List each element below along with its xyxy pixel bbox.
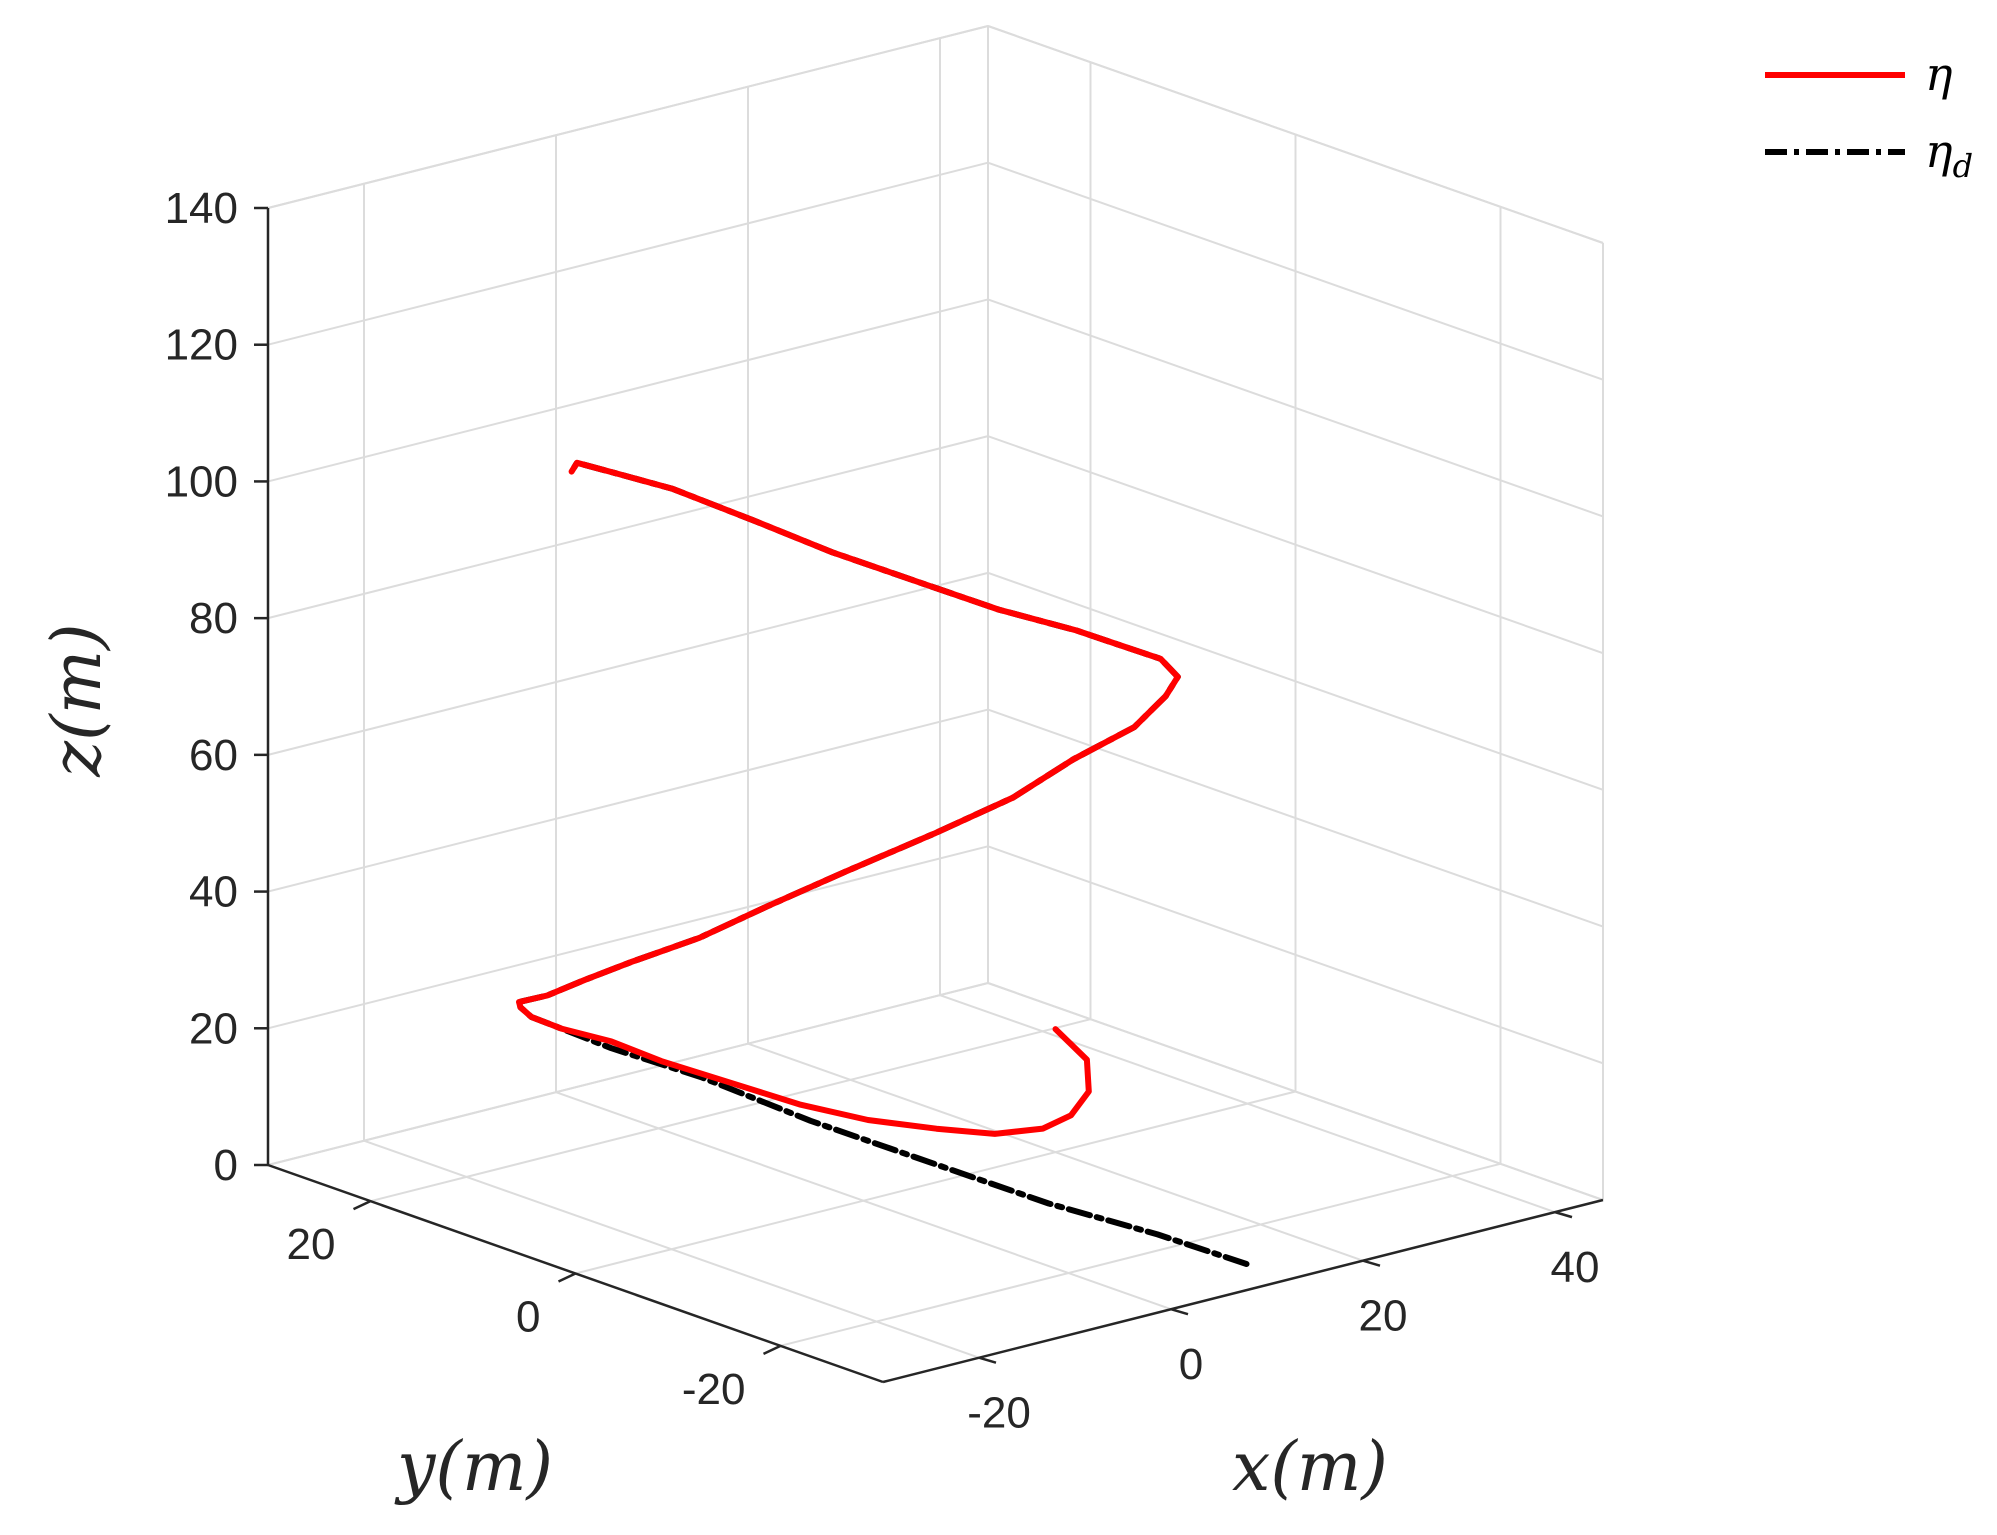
series-eta-d-line — [516, 459, 1250, 1267]
grid-line-z — [267, 161, 989, 346]
x-tick-mark — [1554, 1210, 1573, 1219]
grid-line-y — [370, 1018, 1091, 1203]
y-tick-mark — [762, 1344, 782, 1355]
z-axis-label: z(m) — [38, 623, 117, 777]
y-tick-label: -20 — [682, 1365, 746, 1414]
z-tick-label: 120 — [165, 321, 238, 370]
series-eta-line — [516, 459, 1181, 1137]
x-tick-label: 0 — [1179, 1340, 1203, 1389]
x-tick-mark — [978, 1356, 997, 1364]
tick-labels: 0 20 40 60 80 100 120 140 -20 0 20 -20 0 20 40 — [165, 184, 1600, 1438]
axes — [254, 206, 1604, 1384]
x-tick-label: 20 — [1359, 1292, 1408, 1341]
y-tick-mark — [557, 1272, 577, 1283]
z-tick-label: 140 — [165, 184, 238, 233]
z-tick-label: 20 — [189, 1004, 238, 1053]
grid-line-z — [267, 845, 989, 1030]
y-axis-label: y(m) — [394, 1428, 553, 1507]
legend-label-eta: η — [1925, 47, 1953, 101]
x-tick-mark — [1362, 1259, 1381, 1267]
y-tick-label: 0 — [516, 1293, 540, 1342]
y-tick-mark — [352, 1200, 372, 1211]
grid-line-z — [267, 708, 989, 893]
x-tick-mark — [1170, 1308, 1189, 1316]
x-tick-label: -20 — [967, 1389, 1031, 1438]
grid-line-z — [267, 25, 989, 209]
y-tick-label: 20 — [287, 1220, 336, 1269]
legend-label-eta-d: ηd — [1925, 124, 1973, 185]
grid-line-y — [780, 1162, 1501, 1347]
z-tick-label: 60 — [189, 731, 238, 780]
z-tick-label: 80 — [189, 594, 238, 643]
plot-area — [516, 459, 1250, 1267]
grid-line-z — [267, 982, 989, 1166]
grid-line-z — [267, 298, 989, 483]
x-axis-label: x(m) — [1232, 1428, 1388, 1507]
z-tick-label: 0 — [214, 1141, 238, 1190]
x-tick-label: 40 — [1551, 1243, 1600, 1292]
grid-line-z — [267, 571, 989, 756]
grid-lines — [267, 25, 1604, 1359]
z-tick-label: 40 — [189, 868, 238, 917]
grid-line-z — [267, 435, 989, 620]
z-tick-label: 100 — [165, 457, 238, 506]
legend: η ηd — [1765, 47, 1973, 185]
x-axis-line — [882, 1198, 1604, 1384]
grid-line-y — [575, 1090, 1296, 1275]
